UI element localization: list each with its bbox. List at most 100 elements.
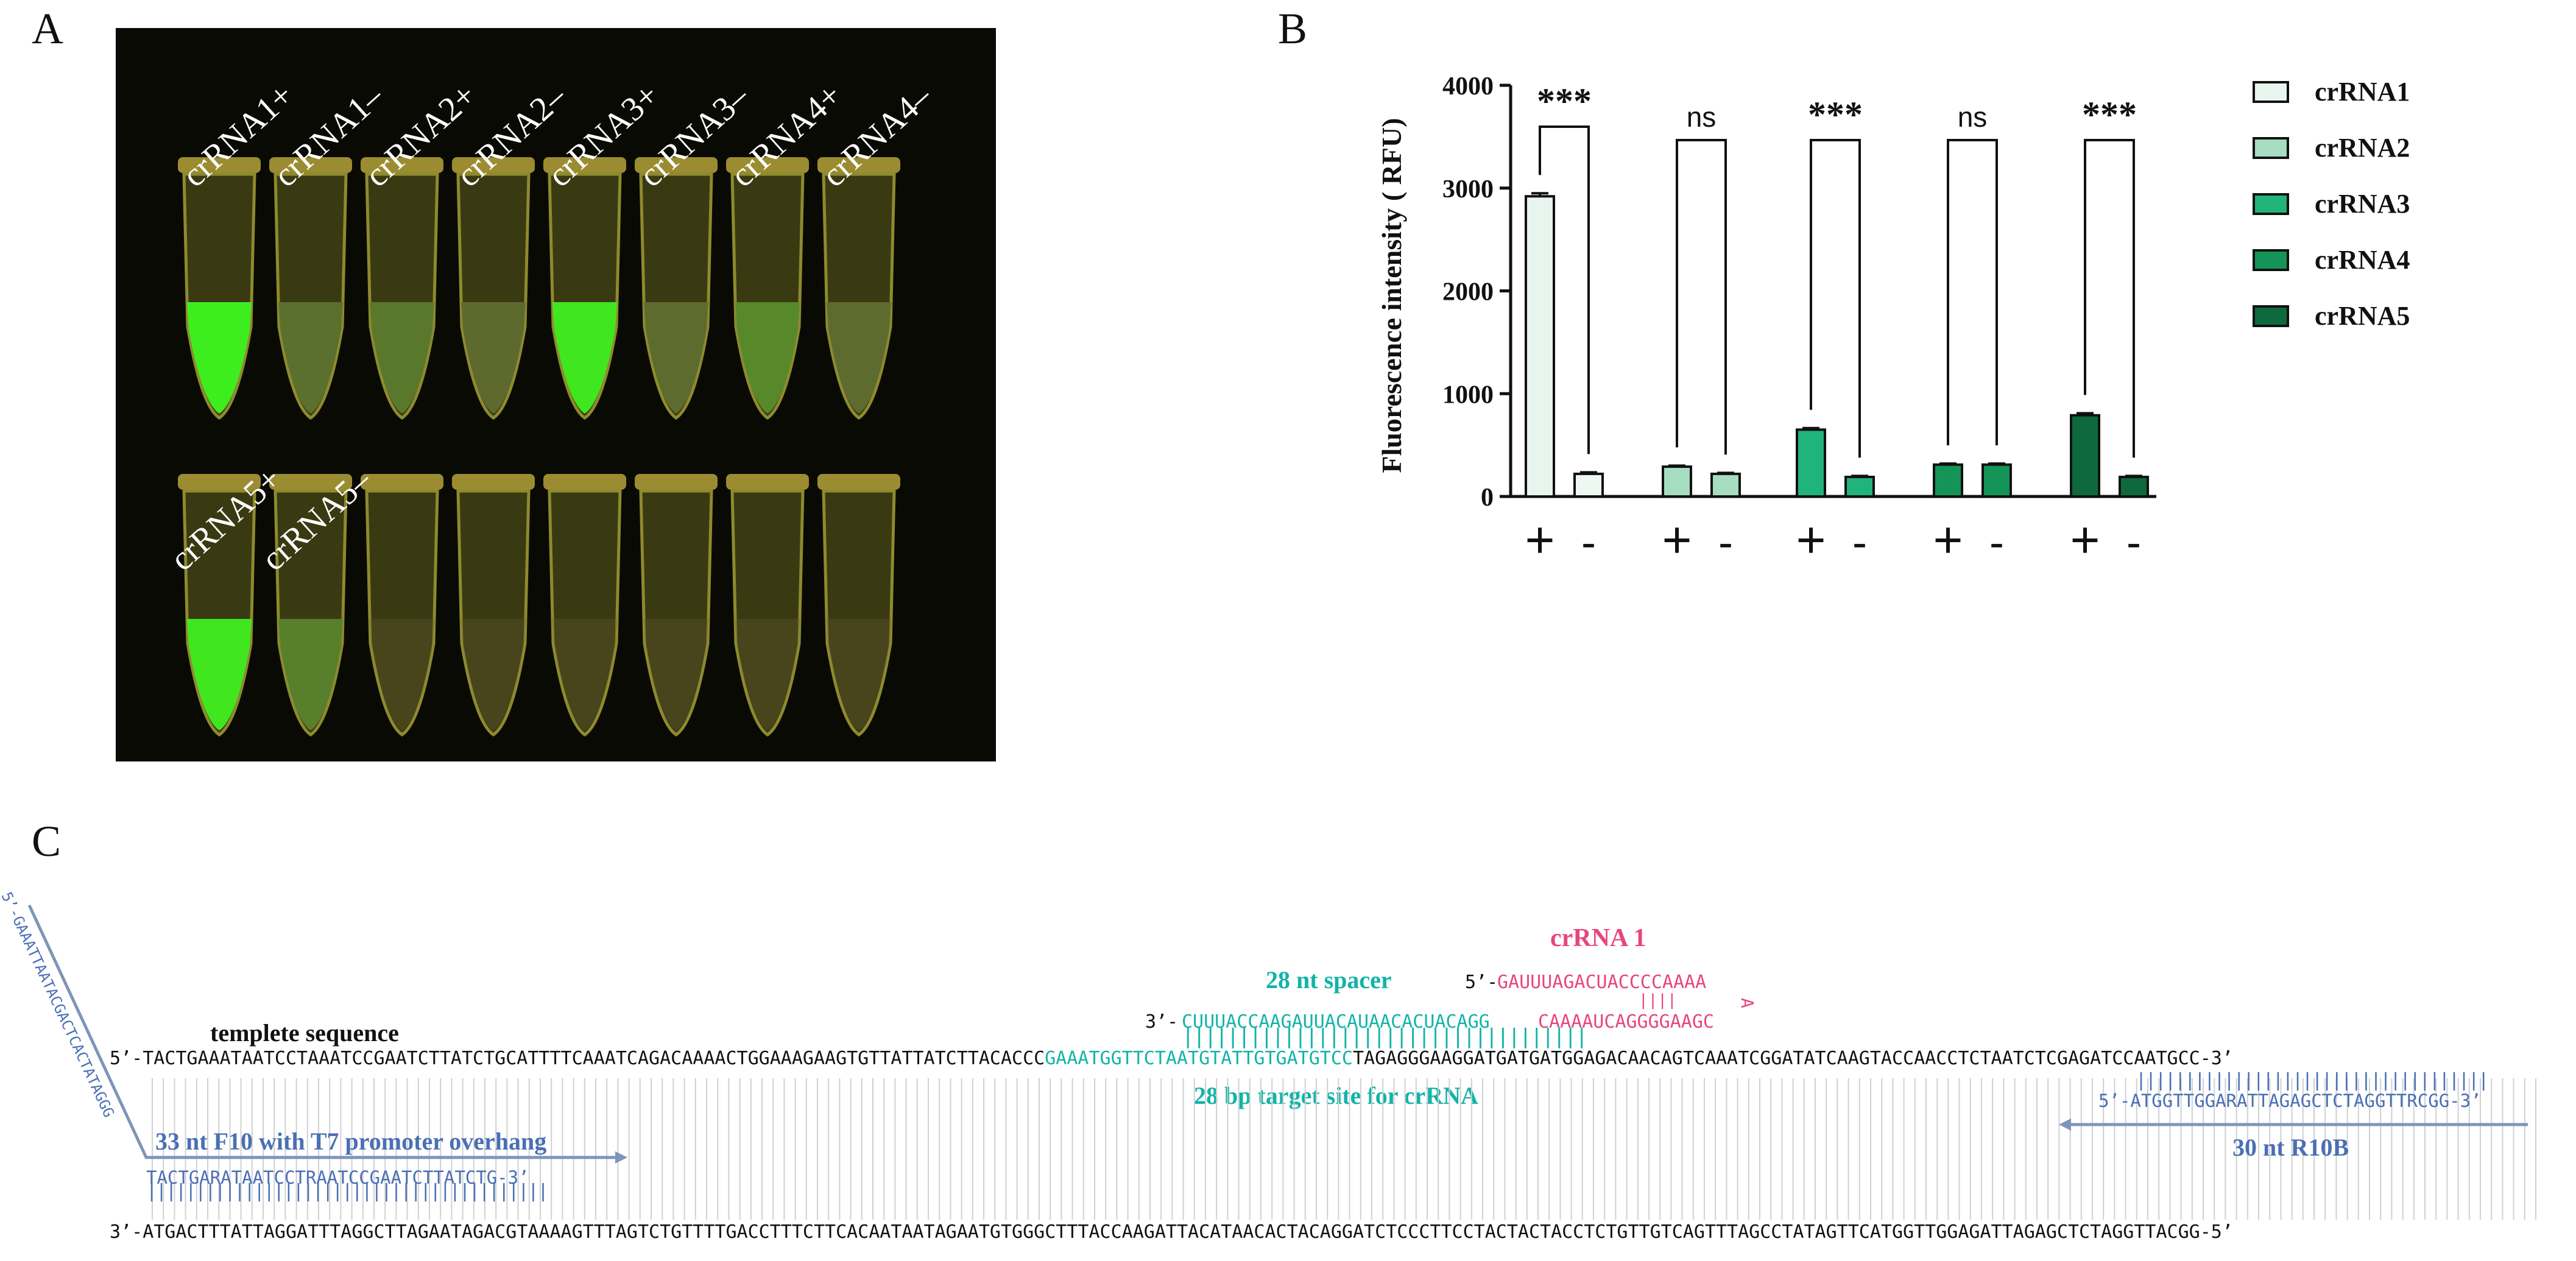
significance-bracket	[1810, 139, 1861, 458]
x-category-label: +	[2070, 511, 2100, 568]
bar	[1573, 472, 1604, 498]
significance-bracket	[1947, 139, 1998, 445]
top-seq-left: TACTGAAATAATCCTAAATCCGAATCTTATCTGCATTTTC…	[143, 1048, 1045, 1069]
tube-cap	[269, 157, 352, 173]
tube-liquid	[370, 302, 434, 414]
bar	[2119, 475, 2149, 498]
tube-liquid	[644, 302, 708, 414]
tube	[726, 157, 809, 420]
bar	[1796, 428, 1826, 498]
bar	[1933, 463, 1963, 498]
tube-liquid	[187, 619, 252, 730]
x-category-label: -	[1852, 518, 1867, 567]
bottom-strand: 3’-ATGACTTTATTAGGATTTAGGCTTAGAATAGACGTAA…	[110, 1221, 2233, 1243]
crrna-sequence: GAUUUAGACUACCCCAAAA	[1497, 972, 1707, 993]
top-strand: 5’-TACTGAAATAATCCTAAATCCGAATCTTATCTGCATT…	[110, 1048, 2233, 1069]
tube-cap	[269, 474, 352, 490]
tube-cap	[635, 157, 718, 173]
tube-cap	[543, 157, 626, 173]
tube-liquid	[735, 302, 800, 414]
x-category-label: +	[1662, 511, 1692, 568]
tube-liquid	[461, 619, 526, 730]
base-pair-hatch	[27, 904, 2536, 1220]
x-category-label: -	[2126, 518, 2141, 567]
tube	[726, 474, 809, 737]
tube	[269, 157, 352, 420]
significance-label: ***	[2082, 94, 2137, 135]
tube	[452, 474, 535, 737]
panel-a-letter: A	[32, 4, 63, 53]
tube-liquid	[278, 302, 343, 414]
legend-label: crRNA5	[2315, 301, 2410, 331]
legend: crRNA1 crRNA2 crRNA3 crRNA4 crRNA5	[2253, 77, 2410, 331]
tube	[452, 157, 535, 420]
tube-cap	[178, 157, 261, 173]
top-seq-right: TAGAGGGAAGGATGATGATGGAGACAACAGTCAAATCGGA…	[1352, 1048, 2200, 1069]
y-tick-label: 4000	[1442, 72, 1494, 101]
legend-swatch	[2253, 249, 2289, 271]
significance-label: ***	[1537, 81, 1592, 121]
top-5prime: 5’-	[110, 1048, 143, 1069]
tube-cap	[726, 474, 809, 490]
tube-cap	[452, 157, 535, 173]
spacer-sequence: CUUUACCAAGAUUACAUAACACUACAGG	[1182, 1011, 1490, 1033]
crrna-title: crRNA 1	[1550, 924, 1646, 952]
tube-liquid	[644, 619, 708, 730]
tube	[361, 474, 443, 737]
tube-cap	[361, 474, 443, 490]
tube-body	[822, 489, 896, 737]
tube-liquid	[552, 302, 617, 414]
legend-label: crRNA1	[2315, 77, 2410, 107]
y-axis-label: Fluorescence intensity ( RFU)	[1376, 118, 1407, 473]
spacer-label: 28 nt spacer	[1266, 966, 1392, 994]
y-tick-label: 1000	[1442, 381, 1494, 409]
r10-sequence: 5’-ATGGTTGGARATTAGAGCTCTAGGTTRCGG-3’	[2098, 1090, 2482, 1111]
tube-cap	[361, 157, 443, 173]
tube-body	[365, 489, 439, 737]
tube	[361, 157, 443, 420]
tube-cap	[543, 474, 626, 490]
bottom-3prime: 3’-	[110, 1221, 143, 1243]
crrna-stem-pairs: ||||	[1639, 991, 1677, 1009]
bar	[1710, 472, 1741, 498]
tube-body	[456, 489, 531, 737]
f10-label: 33 nt F10 with T7 promoter overhang	[155, 1128, 547, 1155]
bar	[1525, 195, 1555, 498]
tube	[178, 474, 261, 737]
panel-c-letter: C	[32, 817, 62, 866]
bar	[1981, 463, 2012, 498]
tube-illustration	[178, 157, 900, 737]
f10-primer-arrow	[27, 904, 615, 1159]
f10-sequence: TACTGARATAATCCTRAATCCGAATCTTATCTG-3’	[146, 1167, 529, 1188]
tube-liquid	[827, 619, 891, 730]
tube	[817, 157, 900, 420]
bar	[2070, 414, 2100, 498]
x-category-label: -	[1989, 518, 2004, 567]
tube-liquid	[278, 619, 343, 730]
x-category-label: -	[1581, 518, 1596, 567]
tube-photo: crRNA1+ crRNA1– crRNA2+ crRNA2– crRNA3+ crRNA…	[116, 28, 996, 761]
tube-cap	[817, 474, 900, 490]
legend-swatch	[2253, 81, 2289, 103]
spacer-pairing-lines: ||||||||||||||||||||||||||||||||||||	[1182, 1025, 1588, 1049]
legend-swatch	[2253, 137, 2289, 159]
top-seq-target: GAAATGGTTCTAATGTATTGTGATGTCC	[1045, 1048, 1353, 1069]
tube	[543, 474, 626, 737]
tube-body	[730, 489, 805, 737]
x-category-label: +	[1796, 511, 1826, 568]
legend-swatch	[2253, 193, 2289, 215]
legend-label: crRNA2	[2315, 133, 2410, 163]
tube-body	[548, 489, 622, 737]
spacer-3prime: 3’-	[1145, 1011, 1179, 1033]
f10-arrowhead	[615, 1151, 627, 1164]
legend-label: crRNA4	[2315, 245, 2410, 275]
tube	[817, 474, 900, 737]
y-tick-label: 2000	[1442, 278, 1494, 306]
significance-label: ns	[1958, 101, 1988, 133]
significance-bracket	[2084, 139, 2135, 458]
bar	[1844, 475, 1875, 498]
r10-label: 30 nt R10B	[2232, 1134, 2349, 1161]
crrna-stem-sequence: CAAAAUCAGGGGAAGC	[1538, 1011, 1714, 1033]
bottom-sequence: ATGACTTTATTAGGATTTAGGCTTAGAATAGACGTAAAAG…	[143, 1221, 2200, 1243]
